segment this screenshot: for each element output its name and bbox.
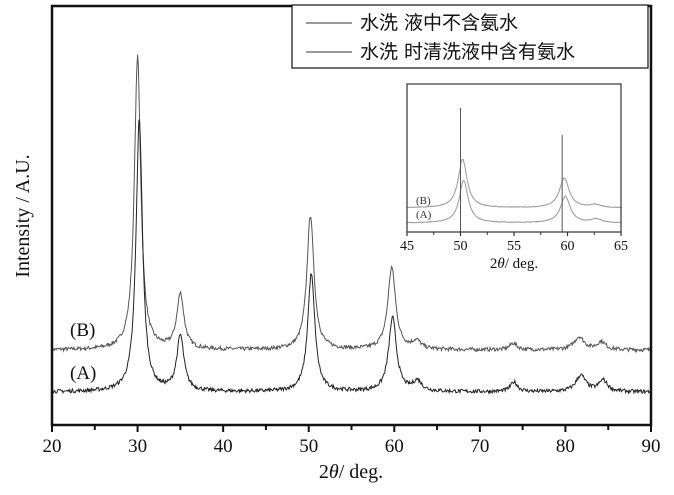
legend-entry-1: 水洗 液中不含氨水: [360, 12, 518, 34]
x-tick-label: 30: [128, 436, 147, 457]
series-label-b: (B): [70, 320, 95, 341]
inset-x-tick-label: 55: [507, 239, 521, 254]
series-line-a: [52, 119, 652, 395]
x-tick-label: 40: [214, 436, 233, 457]
y-axis-title: Intensity / A.U.: [12, 154, 34, 277]
inset-curves: [406, 108, 622, 232]
inset-series-line-b: [406, 158, 622, 209]
inset-x-tick-label: 60: [561, 239, 575, 254]
inset-x-tick-label: 65: [614, 239, 628, 254]
main-x-ticks: 20 30 40 50 60 70 80 90: [43, 425, 661, 457]
inset-series-label-a: (A): [416, 209, 432, 221]
series-label-a: (A): [70, 363, 96, 384]
x-axis-title: 2θ/ deg.: [319, 461, 383, 483]
main-curves: [51, 54, 652, 395]
x-tick-label: 70: [470, 436, 489, 457]
x-tick-label: 60: [385, 436, 404, 457]
legend-entry-2: 水洗 时清洗液中含有氨水: [360, 41, 575, 63]
inset-x-ticks: 45 50 55 60 65: [400, 232, 628, 254]
inset-series-label-b: (B): [416, 195, 431, 207]
inset-x-axis-title: 2θ/ deg.: [490, 256, 538, 272]
inset-x-tick-label: 45: [400, 239, 414, 254]
x-tick-label: 80: [556, 436, 575, 457]
legend-box: [291, 4, 649, 69]
x-tick-label: 20: [43, 436, 62, 457]
x-tick-label: 90: [642, 436, 661, 457]
inset-x-tick-label: 50: [454, 239, 468, 254]
x-tick-label: 50: [299, 436, 318, 457]
series-line-b: [51, 54, 652, 354]
inset-chart: 45 50 55 60 65 (B) (A) 2θ/ deg.: [400, 83, 628, 272]
legend: 水洗 液中不含氨水 水洗 时清洗液中含有氨水: [291, 4, 649, 69]
inset-series-line-a: [406, 179, 622, 224]
